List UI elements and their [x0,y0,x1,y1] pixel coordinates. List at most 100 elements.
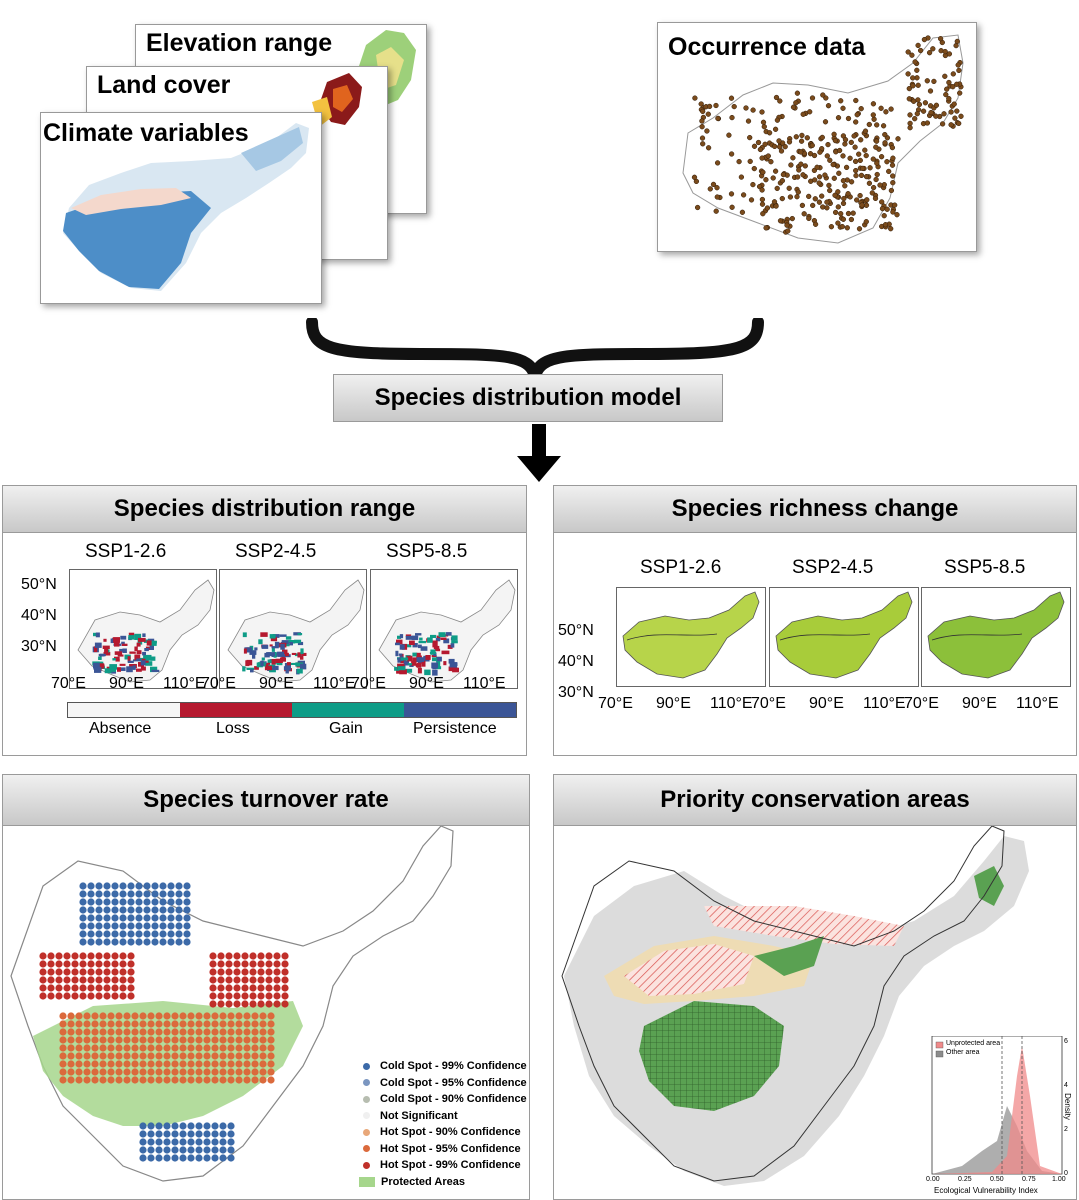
turnover-legend-swatch [359,1176,375,1187]
turnover-legend-label: Cold Spot - 95% Confidence [380,1076,527,1089]
turnover-legend-label: Hot Spot - 90% Confidence [380,1126,521,1138]
down-arrow [517,424,561,482]
richness-lon-90-c: 90°E [962,695,997,712]
turnover-legend-swatch [363,1145,370,1152]
richness-lon-110-c: 110°E [1016,695,1059,712]
turnover-legend-swatch [363,1128,370,1136]
richness-ssp-label-1: SSP1-2.6 [640,557,722,578]
distribution-range-title: Species distribution range [113,495,416,522]
vulnerability-density-inset [931,1036,1063,1175]
legend-swatch-loss [180,703,292,717]
turnover-legend-swatch [363,1079,370,1086]
inset-ytick-0: 0 [1064,1170,1068,1177]
inset-xlabel: Ecological Vulnerability Index [934,1186,1038,1195]
lat-tick-30: 30°N [21,638,57,655]
climate-card: Climate variables [40,112,322,304]
turnover-legend-label: Protected Areas [381,1175,465,1188]
landcover-map [312,73,362,127]
distribution-range-header: Species distribution range [2,485,527,533]
legend-label-loss: Loss [216,720,250,737]
turnover-legend-item: Cold Spot - 95% Confidence [359,1077,527,1089]
turnover-legend-label: Hot Spot - 95% Confidence [380,1142,521,1155]
turnover-legend-swatch [363,1095,370,1103]
climate-title: Climate variables [43,119,249,147]
lon-tick-110-c: 110°E [463,675,506,692]
turnover-legend-swatch [363,1161,370,1169]
distribution-legend-bar [67,702,517,718]
turnover-legend-swatch [363,1112,370,1119]
turnover-legend-item: Not Significant [359,1110,458,1122]
distribution-map-ssp1 [69,569,217,689]
richness-map-ssp2 [769,587,919,687]
turnover-map [10,826,454,1182]
model-label: Species distribution model [374,384,682,411]
inset-legend-swatch-other [935,1050,944,1058]
ssp-label-3: SSP5-8.5 [386,541,468,562]
ssp-label-2: SSP2-4.5 [235,541,317,562]
inset-ytick-2: 2 [1064,1126,1068,1133]
inset-legend-other: Other area [946,1049,980,1056]
turnover-legend-label: Cold Spot - 90% Confidence [380,1093,527,1105]
lon-tick-90-c: 90°E [409,675,444,692]
lat-tick-40: 40°N [21,607,57,624]
turnover-rate-panel: Cold Spot - 99% Confidence Cold Spot - 95… [2,825,530,1200]
lon-tick-70-a: 70°E [51,675,86,692]
richness-lat-40: 40°N [558,653,594,670]
inset-xtick-0: 0.00 [926,1176,940,1183]
richness-change-title: Species richness change [671,495,959,522]
richness-change-header: Species richness change [553,485,1077,533]
richness-lat-50: 50°N [558,622,594,639]
priority-map [561,826,1029,1186]
richness-map-ssp1 [616,587,766,687]
turnover-rate-title: Species turnover rate [143,786,389,813]
legend-label-persistence: Persistence [413,720,497,737]
lon-tick-110-a: 110°E [163,675,206,692]
priority-areas-panel: Unprotected area Other area 0.00 0.25 0.… [553,825,1077,1200]
richness-lon-90-b: 90°E [809,695,844,712]
species-distribution-model-box: Species distribution model [333,374,723,422]
richness-lon-70-b: 70°E [751,695,786,712]
inset-ytick-6: 6 [1064,1038,1068,1045]
richness-ssp-label-3: SSP5-8.5 [944,557,1026,578]
lon-tick-70-c: 70°E [351,675,386,692]
turnover-legend-item: Hot Spot - 90% Confidence [359,1126,521,1138]
distribution-range-panel: SSP1-2.6 SSP2-4.5 SSP5-8.5 50°N 40°N 30°… [2,532,527,756]
curly-brace [306,318,764,378]
legend-swatch-gain [292,703,404,717]
distribution-map-ssp2 [219,569,367,689]
inset-ylabel: Density [1062,1093,1072,1120]
priority-areas-title: Priority conservation areas [660,786,970,813]
lon-tick-90-b: 90°E [259,675,294,692]
richness-map-ssp3 [921,587,1071,687]
lon-tick-70-b: 70°E [201,675,236,692]
climate-map [63,123,309,291]
lon-tick-90-a: 90°E [109,675,144,692]
richness-lon-110-a: 110°E [710,695,753,712]
turnover-legend-item: Hot Spot - 95% Confidence [359,1143,521,1155]
turnover-legend-label: Hot Spot - 99% Confidence [380,1159,521,1171]
distribution-map-ssp3 [370,569,518,689]
richness-lon-110-b: 110°E [863,695,906,712]
turnover-legend-item: Hot Spot - 99% Confidence [359,1159,521,1171]
richness-ssp-label-2: SSP2-4.5 [792,557,874,578]
legend-swatch-persistence [404,703,516,717]
inset-xtick-3: 0.75 [1022,1176,1036,1183]
inset-ytick-4: 4 [1064,1082,1068,1089]
turnover-legend: Cold Spot - 99% Confidence Cold Spot - 95… [359,1060,529,1199]
turnover-legend-label: Not Significant [380,1109,458,1122]
legend-label-gain: Gain [329,720,363,737]
richness-lon-70-c: 70°E [904,695,939,712]
legend-swatch-absence [68,703,180,717]
turnover-legend-label: Cold Spot - 99% Confidence [380,1060,527,1072]
turnover-legend-item: Cold Spot - 99% Confidence [359,1060,527,1072]
turnover-legend-item: Cold Spot - 90% Confidence [359,1093,527,1105]
inset-xtick-2: 0.50 [990,1176,1004,1183]
inset-xtick-4: 1.00 [1052,1176,1066,1183]
occurrence-title: Occurrence data [668,33,866,61]
turnover-legend-swatch [363,1062,370,1070]
richness-lon-90-a: 90°E [656,695,691,712]
lat-tick-50: 50°N [21,576,57,593]
richness-lat-30: 30°N [558,684,594,701]
legend-label-absence: Absence [89,720,152,737]
turnover-rate-header: Species turnover rate [2,774,530,826]
